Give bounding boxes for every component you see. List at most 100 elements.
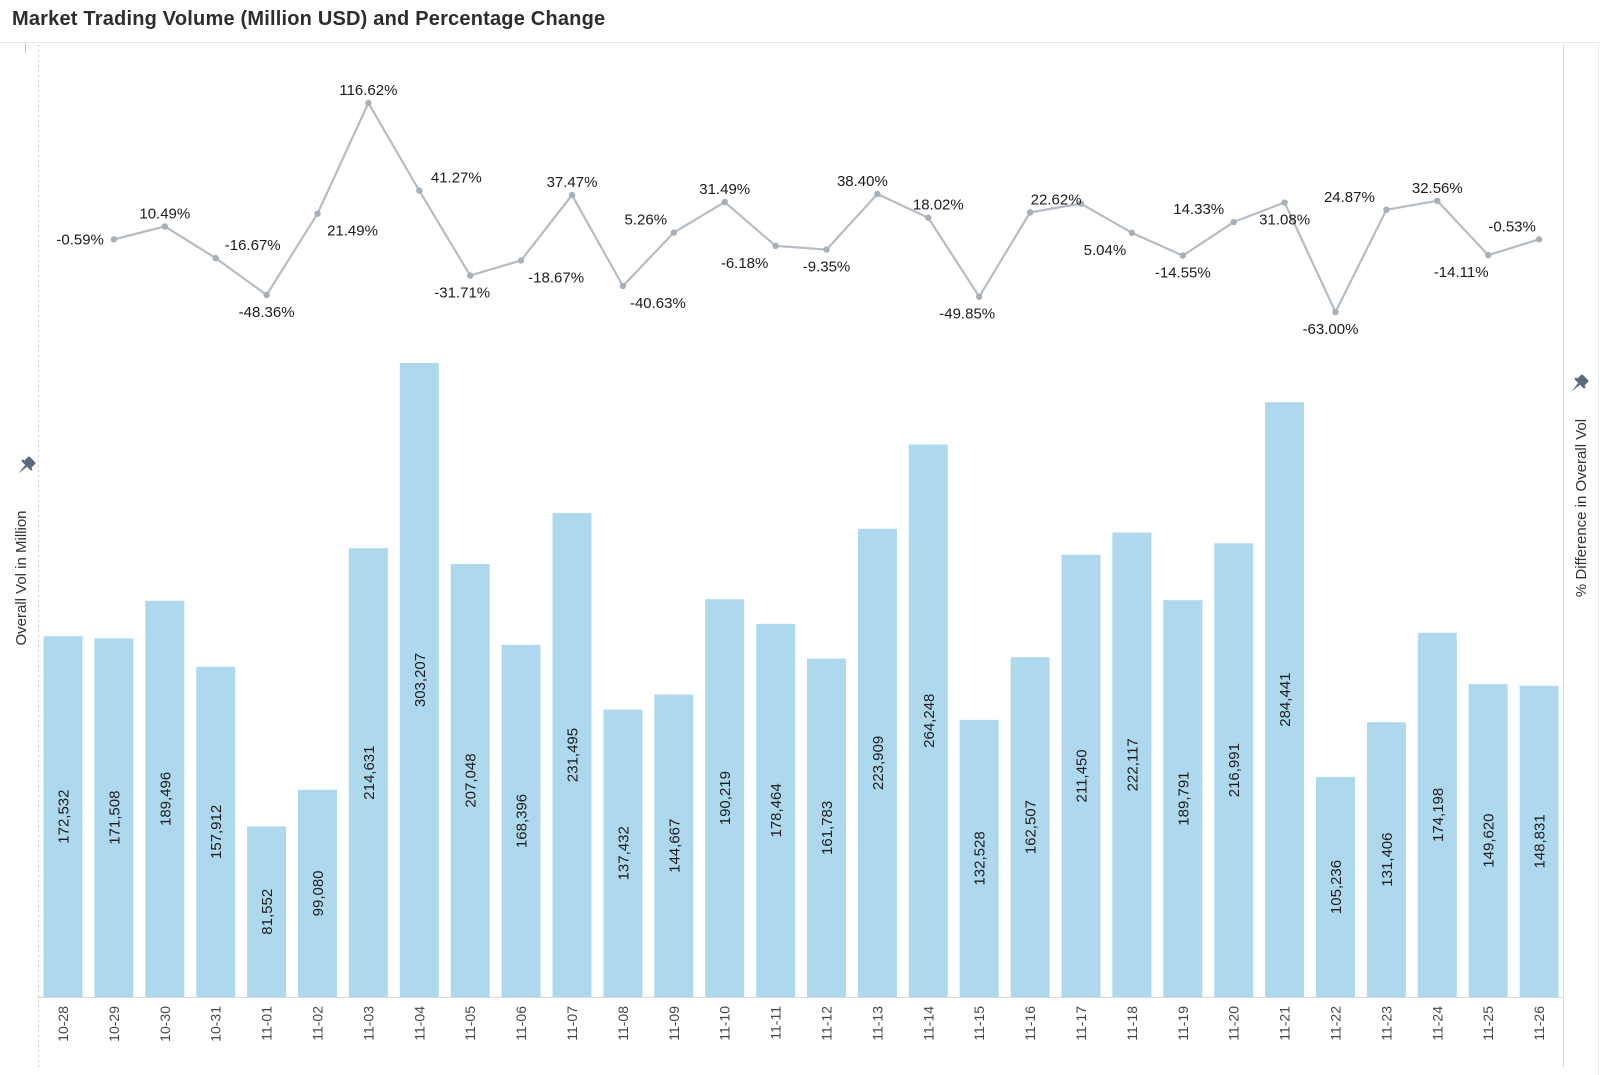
x-axis-date-labels: 10-28 10-29 10-30 10-31 11-01 11-02 11-03 11-04… xyxy=(55,1006,1547,1042)
x-axis-date-label: 11-23 xyxy=(1378,1006,1394,1041)
line-point[interactable] xyxy=(365,99,372,107)
line-point[interactable] xyxy=(874,190,881,198)
x-axis-date-label: 11-08 xyxy=(615,1006,631,1041)
bar-value-label: 189,496 xyxy=(157,772,174,826)
bar[interactable] xyxy=(145,600,185,997)
bar-value-label: 171,508 xyxy=(106,791,123,845)
line-point[interactable] xyxy=(976,293,983,300)
line-point[interactable] xyxy=(314,210,321,217)
bar[interactable] xyxy=(603,709,643,997)
bar[interactable] xyxy=(1214,543,1254,997)
line-point[interactable] xyxy=(568,191,576,199)
bar[interactable] xyxy=(1417,632,1457,997)
bar[interactable] xyxy=(1163,600,1203,997)
line-point[interactable] xyxy=(467,272,474,279)
pushpin-icon[interactable] xyxy=(1566,373,1590,397)
x-axis-date-label: 10-30 xyxy=(157,1006,173,1042)
bar-value-label: 223,909 xyxy=(870,736,887,790)
bar[interactable] xyxy=(1519,685,1559,997)
bar[interactable] xyxy=(196,666,236,997)
bar[interactable] xyxy=(1468,684,1508,997)
pct-change-label: 31.49% xyxy=(699,181,750,198)
line-point[interactable] xyxy=(1281,199,1288,206)
bar[interactable] xyxy=(705,599,745,997)
pct-change-label: -14.55% xyxy=(1155,265,1211,282)
line-point[interactable] xyxy=(721,198,728,206)
bar-value-label: 132,528 xyxy=(972,831,989,885)
bar-value-label: 149,620 xyxy=(1481,813,1498,867)
bar[interactable] xyxy=(908,444,948,997)
line-point[interactable] xyxy=(1179,252,1187,259)
bar-value-label: 214,631 xyxy=(361,745,378,799)
x-axis-date-label: 11-16 xyxy=(1022,1006,1038,1041)
pct-change-label: 24.87% xyxy=(1324,189,1375,206)
pct-change-label: 37.47% xyxy=(547,174,598,191)
pct-change-label: -31.71% xyxy=(434,285,490,302)
line-point[interactable] xyxy=(416,187,423,194)
line-point[interactable] xyxy=(517,257,525,264)
line-point[interactable] xyxy=(1332,308,1339,316)
pct-change-label: 32.56% xyxy=(1412,180,1463,197)
x-axis-date-label: 11-26 xyxy=(1531,1006,1547,1041)
line-point[interactable] xyxy=(161,223,168,230)
pct-change-line xyxy=(113,101,1540,314)
line-point[interactable] xyxy=(1485,251,1492,259)
bar[interactable] xyxy=(1366,722,1406,997)
bar[interactable] xyxy=(959,719,999,997)
bar[interactable] xyxy=(247,826,287,997)
line-point[interactable] xyxy=(1230,218,1237,226)
line-point[interactable] xyxy=(925,214,932,221)
line-point[interactable] xyxy=(619,282,627,290)
chart-frame xyxy=(0,42,1600,1075)
line-point[interactable] xyxy=(1535,236,1543,243)
bar[interactable] xyxy=(298,789,337,997)
line-point[interactable] xyxy=(1383,206,1390,213)
bar[interactable] xyxy=(1265,402,1305,997)
bar[interactable] xyxy=(501,644,541,997)
pct-change-label: 22.62% xyxy=(1031,191,1082,208)
pct-change-label: -14.11% xyxy=(1434,264,1489,281)
line-point[interactable] xyxy=(1026,209,1034,216)
x-axis-date-label: 11-12 xyxy=(819,1006,835,1041)
x-axis-date-label: 11-20 xyxy=(1226,1006,1242,1041)
bar[interactable] xyxy=(450,564,490,997)
pct-change-label: 14.33% xyxy=(1173,201,1224,218)
bar[interactable] xyxy=(1316,776,1355,997)
bar[interactable] xyxy=(43,636,83,997)
x-axis-date-label: 10-29 xyxy=(106,1006,122,1042)
line-point[interactable] xyxy=(772,242,779,250)
line-point[interactable] xyxy=(1434,197,1441,205)
bar[interactable] xyxy=(756,623,796,997)
line-point[interactable] xyxy=(263,291,270,299)
line-point[interactable] xyxy=(823,246,830,253)
bar-value-label: 207,048 xyxy=(463,753,480,807)
bar[interactable] xyxy=(807,658,846,997)
pct-change-label: -18.67% xyxy=(528,269,584,286)
bar[interactable] xyxy=(94,638,134,997)
bar-value-label: 172,532 xyxy=(56,790,73,844)
bar[interactable] xyxy=(857,528,897,997)
x-axis-date-label: 11-09 xyxy=(666,1006,682,1041)
bar[interactable] xyxy=(1010,657,1050,997)
x-axis-date-label: 11-17 xyxy=(1073,1006,1089,1041)
pct-change-line-series xyxy=(110,99,1543,316)
pct-change-label: -49.85% xyxy=(939,306,995,323)
bar-value-label: 144,667 xyxy=(666,819,683,873)
pct-change-label: -48.36% xyxy=(239,304,295,321)
bar[interactable] xyxy=(654,694,694,997)
line-point[interactable] xyxy=(670,229,677,236)
bar-value-label: 190,219 xyxy=(717,771,734,825)
bar[interactable] xyxy=(348,548,388,997)
x-axis-date-label: 11-14 xyxy=(920,1006,936,1041)
pushpin-icon[interactable] xyxy=(13,455,37,479)
page-title: Market Trading Volume (Million USD) and … xyxy=(12,8,606,30)
bar[interactable] xyxy=(1112,532,1152,997)
line-point[interactable] xyxy=(1077,200,1085,207)
line-point[interactable] xyxy=(1128,229,1136,237)
line-point[interactable] xyxy=(212,254,219,262)
bar[interactable] xyxy=(399,363,439,997)
bar[interactable] xyxy=(1061,554,1101,997)
bar[interactable] xyxy=(552,512,592,997)
line-point[interactable] xyxy=(110,236,118,243)
